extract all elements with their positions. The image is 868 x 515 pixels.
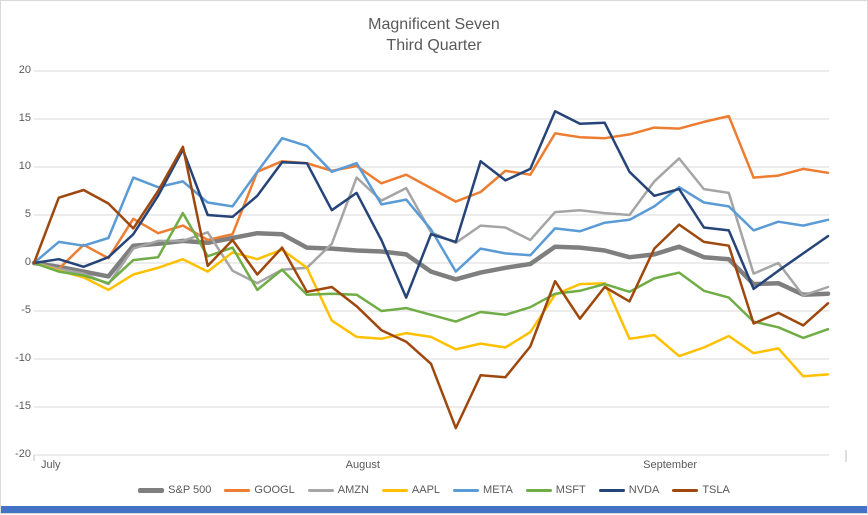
legend-marker-msft <box>525 488 552 492</box>
legend-marker-nvda <box>598 488 625 492</box>
chart-title-line1: Magnificent Seven <box>368 16 500 33</box>
legend-item-meta[interactable]: META <box>453 484 513 496</box>
legend-label-amzn: AMZN <box>337 484 369 496</box>
legend-marker-meta <box>453 488 480 492</box>
legend-label-meta: META <box>483 484 513 496</box>
legend-marker-googl <box>224 488 251 492</box>
legend-marker-s-p-500 <box>138 487 165 493</box>
legend-marker-tsla <box>672 488 699 492</box>
chart-title: Magnificent Seven Third Quarter <box>1 14 867 56</box>
legend-label-s-p-500: S&P 500 <box>168 484 212 496</box>
legend: S&P 500 GOOGL AMZN AAPL META MSFT NVDA TSLA <box>1 484 867 496</box>
y-tick-label--10: -10 <box>15 352 31 364</box>
legend-item-tsla[interactable]: TSLA <box>672 484 730 496</box>
legend-item-googl[interactable]: GOOGL <box>224 484 295 496</box>
legend-marker-amzn <box>307 488 334 492</box>
series-line-googl[interactable] <box>32 114 830 271</box>
y-tick-label--20: -20 <box>15 448 31 460</box>
legend-item-s-p-500[interactable]: S&P 500 <box>138 484 211 496</box>
chart-title-line2: Third Quarter <box>386 37 482 54</box>
series-line-tsla[interactable] <box>32 145 830 430</box>
series-line-msft[interactable] <box>32 211 830 340</box>
series-line-meta[interactable] <box>32 136 830 273</box>
y-tick-label-15: 15 <box>18 112 31 124</box>
y-tick-label-20: 20 <box>18 64 31 76</box>
bottom-accent-bar <box>1 506 867 513</box>
x-tick-label-august: August <box>345 459 380 471</box>
legend-label-msft: MSFT <box>555 484 586 496</box>
y-tick-label--5: -5 <box>21 304 31 316</box>
x-tick-label-september: September <box>643 459 697 471</box>
legend-marker-aapl <box>381 488 408 492</box>
series-line-nvda[interactable] <box>32 110 830 299</box>
legend-item-amzn[interactable]: AMZN <box>307 484 369 496</box>
y-tick-label-5: 5 <box>24 208 31 220</box>
series-line-aapl[interactable] <box>32 248 830 378</box>
x-tick-label-july: July <box>40 459 61 471</box>
legend-item-aapl[interactable]: AAPL <box>381 484 441 496</box>
y-tick-label-10: 10 <box>18 160 31 172</box>
legend-label-googl: GOOGL <box>254 484 295 496</box>
legend-label-aapl: AAPL <box>411 484 441 496</box>
legend-label-tsla: TSLA <box>702 484 730 496</box>
legend-item-nvda[interactable]: NVDA <box>598 484 660 496</box>
legend-label-nvda: NVDA <box>628 484 660 496</box>
legend-item-msft[interactable]: MSFT <box>525 484 586 496</box>
y-tick-label--15: -15 <box>15 400 31 412</box>
y-tick-label-0: 0 <box>24 256 31 268</box>
